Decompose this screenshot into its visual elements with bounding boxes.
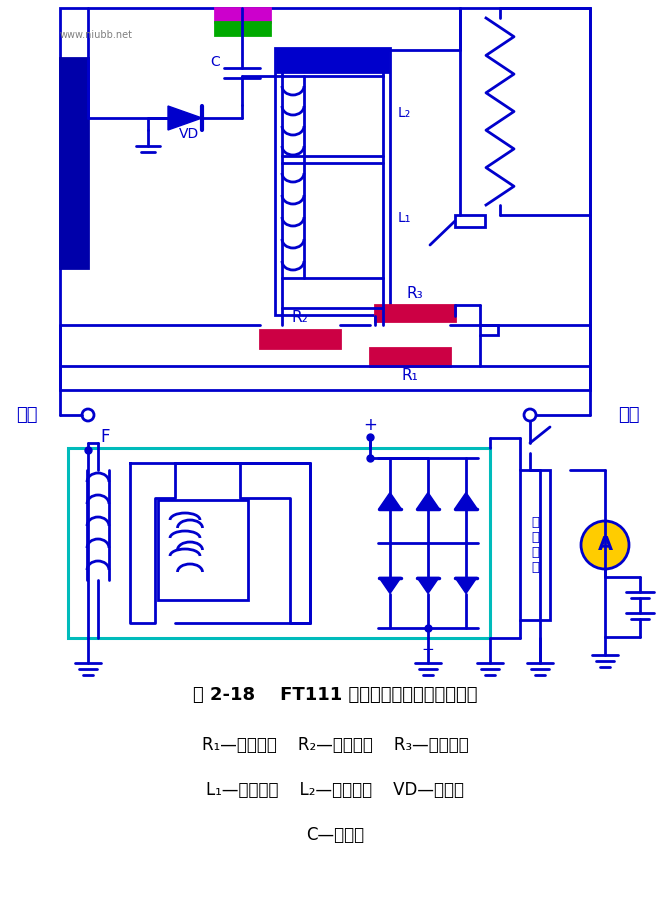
Bar xyxy=(215,8,270,22)
Text: L₂: L₂ xyxy=(398,106,411,120)
Text: R₂: R₂ xyxy=(291,311,308,325)
Polygon shape xyxy=(455,493,477,508)
Bar xyxy=(275,48,390,315)
Text: L₁—磁化线圈    L₂—磁轭线圈    VD—二极管: L₁—磁化线圈 L₂—磁轭线圈 VD—二极管 xyxy=(206,781,464,799)
Text: 图 2-18    FT111 型单级型电磁振动式调节器: 图 2-18 FT111 型单级型电磁振动式调节器 xyxy=(193,686,477,704)
Bar xyxy=(158,500,248,600)
Polygon shape xyxy=(417,493,439,508)
Bar xyxy=(60,8,590,390)
Polygon shape xyxy=(417,577,439,593)
Polygon shape xyxy=(379,493,401,508)
Text: www.niubb.net: www.niubb.net xyxy=(60,30,133,40)
Text: C—电容器: C—电容器 xyxy=(306,826,364,844)
Text: L₁: L₁ xyxy=(398,211,411,225)
Text: −: − xyxy=(421,642,434,658)
Bar xyxy=(215,22,270,35)
Bar xyxy=(60,58,88,268)
Circle shape xyxy=(581,521,629,569)
Bar xyxy=(277,50,388,72)
Bar xyxy=(520,470,550,620)
Bar xyxy=(375,305,455,321)
Bar xyxy=(260,330,340,348)
Bar xyxy=(455,215,485,227)
Bar xyxy=(480,325,498,335)
Polygon shape xyxy=(379,577,401,593)
Text: +: + xyxy=(363,416,377,434)
Text: 用
电
设
备: 用 电 设 备 xyxy=(531,516,539,574)
Text: R₃: R₃ xyxy=(407,285,423,301)
Text: C: C xyxy=(210,55,220,69)
Text: R₁—加速电阻    R₂—调节电阻    R₃—补偿电阻: R₁—加速电阻 R₂—调节电阻 R₃—补偿电阻 xyxy=(202,736,468,754)
Text: R₁: R₁ xyxy=(401,369,418,383)
Polygon shape xyxy=(168,106,202,130)
Bar xyxy=(370,348,450,366)
Text: 磁场: 磁场 xyxy=(17,406,38,424)
Text: VD: VD xyxy=(179,127,199,141)
Text: A: A xyxy=(598,535,612,554)
Text: 点火: 点火 xyxy=(618,406,640,424)
Bar xyxy=(68,448,490,638)
Polygon shape xyxy=(455,577,477,593)
Text: F: F xyxy=(100,428,109,446)
